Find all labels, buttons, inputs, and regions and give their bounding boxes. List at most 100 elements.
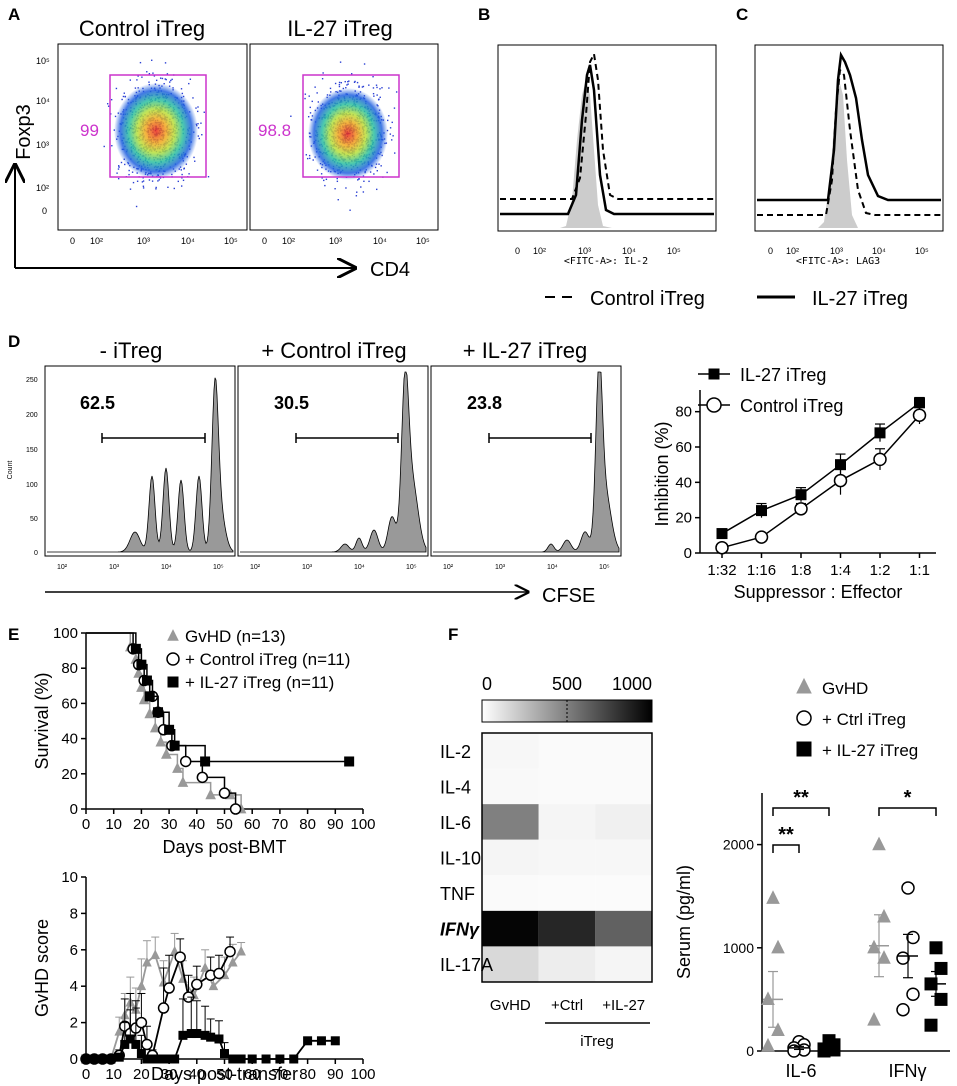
flow-event — [316, 169, 319, 171]
heatmap-cell — [538, 804, 596, 840]
legend-marker — [167, 629, 179, 641]
significance-label: * — [904, 787, 912, 809]
heatmap-cell — [482, 804, 539, 840]
survival-point — [169, 740, 180, 751]
survival-point — [229, 803, 242, 815]
flow-event — [131, 171, 134, 173]
score-point — [174, 951, 186, 963]
ytick-label: 0 — [70, 1051, 78, 1068]
xtick-label: 30 — [161, 816, 178, 833]
panel-c-xlabel: <FITC-A>: LAG3 — [796, 256, 880, 267]
cfse-frame-no-itreg — [44, 365, 236, 557]
ytick: 10² — [36, 183, 49, 193]
xtick-label: 50 — [216, 1066, 233, 1083]
xtick-label: 100 — [350, 816, 375, 833]
survival-point — [141, 675, 152, 686]
flow-event — [166, 73, 169, 75]
flow-event — [115, 87, 118, 90]
score-point — [170, 1054, 180, 1064]
score-point — [228, 956, 238, 967]
panel-d: - iTreg + Control iTreg + IL-27 iTreg 62… — [7, 338, 622, 607]
ytick-label: 6 — [70, 942, 78, 959]
score-point — [125, 1034, 135, 1044]
ytick: 100 — [26, 482, 38, 489]
ytick: 10³ — [36, 140, 49, 150]
count-label: Count — [7, 461, 14, 480]
ytick: 50 — [30, 516, 38, 523]
xtick-label: 1:1 — [909, 562, 930, 579]
xtick: 0 — [515, 246, 520, 256]
xtick-label: 70 — [272, 1066, 289, 1083]
legend-label: IL-27 iTreg — [740, 365, 826, 385]
heatmap-row-label: IL-4 — [440, 777, 471, 797]
flow-event — [336, 177, 338, 180]
flow-event — [339, 61, 342, 63]
heatmap-cell — [595, 910, 652, 947]
heatmap-cell — [595, 839, 652, 876]
legend-marker — [706, 397, 722, 413]
flow-event — [158, 179, 160, 181]
flow-event — [116, 172, 118, 174]
color-scale-bar — [481, 699, 653, 723]
xtick-label: 60 — [244, 1066, 261, 1083]
heatmap-row-label: IL-17A — [440, 955, 493, 975]
flow-event — [197, 123, 199, 125]
flow-event — [363, 180, 365, 182]
itreg-group-label: iTreg — [580, 1033, 614, 1050]
serum-category-label: IFNγ — [889, 1061, 927, 1081]
flow-event — [197, 106, 199, 108]
flow-event — [181, 92, 184, 95]
flow-event — [129, 188, 132, 190]
flow-event — [124, 96, 126, 98]
xtick: 10⁵ — [406, 564, 417, 571]
score-point — [81, 1054, 91, 1064]
ytick-label: 1000 — [723, 940, 754, 956]
flow-event — [194, 160, 196, 162]
legend-marker — [796, 710, 812, 726]
xtick: 10³ — [830, 246, 843, 256]
xtick: 10³ — [578, 246, 591, 256]
flow-event — [338, 85, 341, 88]
panel-a: Control iTreg IL-27 iTreg 99 98.8 10⁵ 10… — [13, 16, 439, 281]
xtick: 0 — [70, 236, 75, 246]
flow-event — [377, 99, 380, 101]
flow-event — [165, 78, 167, 81]
panel-d-yticks: 250 200 150 100 50 0 — [26, 377, 38, 557]
flow-event — [354, 80, 356, 83]
score-point — [142, 956, 152, 967]
serum-point — [924, 1018, 938, 1032]
flow-event — [374, 166, 377, 169]
flow-event — [135, 205, 138, 208]
flow-event — [329, 87, 332, 90]
xtick-label: 90 — [327, 816, 344, 833]
flow-event — [372, 87, 375, 89]
flow-event — [363, 63, 366, 65]
survival-chart: 0 20 40 60 80 100 0 10 20 30 40 50 60 70 80 90 100 Days p… — [32, 625, 376, 857]
heatmap-row-label: IL-6 — [440, 813, 471, 833]
score-point — [98, 1054, 108, 1064]
flow-event — [345, 86, 347, 89]
density-core-control — [114, 83, 198, 179]
xtick: 10⁴ — [622, 246, 636, 256]
cfse-frame-control — [237, 365, 429, 557]
flow-event — [141, 76, 143, 78]
flow-event — [170, 79, 172, 82]
significance-label: ** — [793, 787, 809, 809]
xtick-label: 100 — [350, 1066, 375, 1083]
ytick-label: 60 — [61, 695, 78, 712]
xtick-label: 80 — [299, 816, 316, 833]
flow-event — [197, 135, 200, 137]
flow-event — [380, 165, 382, 167]
ytick-label: 8 — [70, 905, 78, 922]
survival-point — [136, 659, 147, 670]
panel-a-title-control: Control iTreg — [79, 16, 205, 41]
flow-event — [124, 163, 126, 166]
xtick-label: 20 — [133, 816, 150, 833]
survival-point — [130, 643, 141, 654]
ytick-label: 80 — [675, 404, 692, 421]
flow-event — [344, 80, 346, 83]
flow-event — [325, 178, 328, 181]
scale-tick: 500 — [552, 674, 582, 694]
flow-event — [164, 62, 167, 64]
